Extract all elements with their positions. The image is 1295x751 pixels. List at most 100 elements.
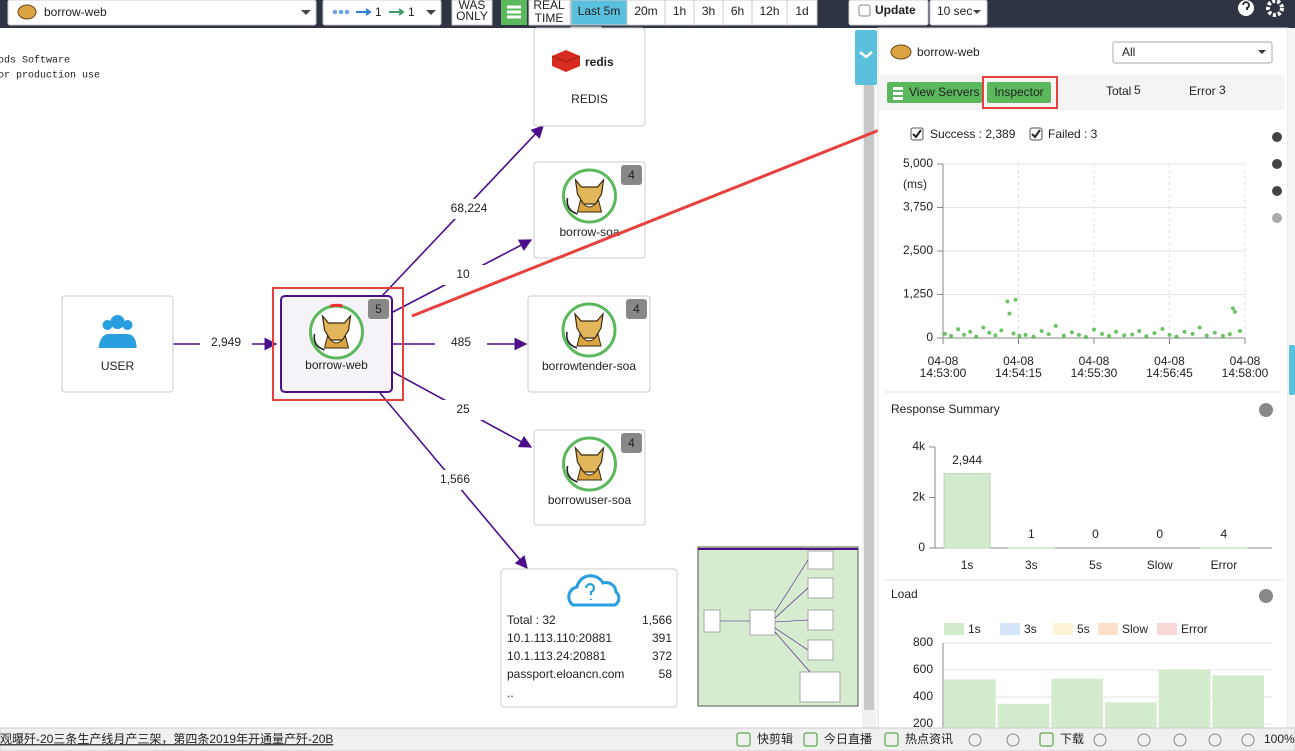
status-item[interactable]: 快剪辑 [757, 731, 793, 746]
badge [368, 299, 389, 319]
edge-label: 10 [456, 267, 470, 281]
value-label: 4 [1221, 527, 1228, 541]
status-tool-icon[interactable] [968, 733, 982, 747]
help-icon[interactable] [1259, 589, 1273, 603]
range-button[interactable] [570, 0, 628, 26]
status-item[interactable]: 下载 [1060, 732, 1084, 746]
scatter-point [1114, 329, 1119, 334]
redis-icon [552, 50, 580, 72]
scatter-point [1092, 327, 1096, 332]
panel-app-icon [890, 44, 912, 60]
range-button[interactable] [722, 0, 753, 26]
status-icon [884, 732, 899, 747]
update-checkbox[interactable] [858, 4, 871, 17]
scatter-point [1069, 330, 1074, 335]
status-tool-icon[interactable] [1137, 733, 1151, 747]
edge-label-bg [435, 333, 487, 353]
status-news[interactable]: 观曝歼-20三条生产线月产三架，第四条2019年开通量产歼-20B [0, 732, 333, 746]
unknown-host: 10.1.113.110:20881 [507, 631, 612, 645]
y-tick-label: 0 [918, 540, 925, 554]
real-time[interactable] [528, 0, 571, 26]
error-value: 3 [1219, 83, 1226, 97]
scatter-point [1197, 325, 1202, 330]
help-icon[interactable] [1259, 403, 1273, 417]
y-tick-label: 800 [913, 635, 933, 649]
minimap-node [749, 609, 776, 636]
scatter-legend: Success : 2,389 [930, 127, 1016, 141]
map-scroll-thumb[interactable] [864, 80, 874, 710]
chart-tool-icon[interactable] [1272, 159, 1282, 169]
value-label: 2,944 [952, 453, 982, 467]
edge-label: 68,224 [451, 201, 488, 215]
panel-scroll-thumb[interactable] [1289, 345, 1295, 395]
inspector-button[interactable] [987, 82, 1051, 103]
status-tool-icon[interactable] [1006, 733, 1020, 747]
range-button[interactable] [693, 0, 724, 26]
scatter-point [1100, 331, 1105, 336]
caret [973, 10, 981, 14]
scatter-point [1076, 332, 1081, 337]
status-item[interactable]: 今日直播 [824, 731, 872, 746]
x-tick-label: 5s [1089, 558, 1102, 572]
error-label: Error [1189, 84, 1216, 98]
badge-text: 5 [375, 302, 382, 316]
status-tool-icon[interactable] [1208, 733, 1222, 747]
x-tick-label: 3s [1025, 558, 1038, 572]
was-only[interactable] [451, 0, 493, 26]
tomcat-tail [565, 331, 578, 349]
app-icon [17, 4, 37, 20]
status-item[interactable]: 热点资讯 [905, 732, 953, 746]
legend-swatch [1053, 623, 1073, 635]
x-tick-label: 04-08 [1079, 354, 1110, 368]
list-icon [507, 10, 521, 14]
status-tool-icon[interactable] [1093, 733, 1107, 747]
interval-select[interactable] [929, 0, 988, 26]
chart-tool-icon[interactable] [1272, 132, 1282, 142]
range-button[interactable] [786, 0, 818, 26]
x-tick-label: 04-08 [928, 354, 959, 368]
unknown-host: passport.eloancn.com [507, 667, 624, 681]
highlight-box [982, 76, 1058, 109]
dot [332, 9, 338, 15]
scatter-point [943, 331, 948, 336]
status-tool-icon[interactable] [1173, 733, 1187, 747]
scatter-point [1160, 326, 1165, 331]
x-tick-label: 04-08 [1003, 354, 1034, 368]
range-text: Last 5m [578, 4, 621, 18]
tomcat-tail [566, 465, 578, 483]
minimap-edge [774, 559, 809, 613]
scatter-point [1237, 329, 1242, 334]
filter-select[interactable] [322, 0, 442, 26]
status-tool-icon[interactable] [1241, 733, 1255, 747]
edge-label-bg [200, 333, 252, 353]
unknown-node[interactable] [500, 568, 678, 708]
minimap-node [807, 639, 834, 661]
caret [301, 10, 311, 15]
scatter-point [981, 325, 986, 330]
chart-tool-icon[interactable] [1272, 186, 1282, 196]
app-select[interactable] [7, 0, 317, 26]
list-icon [893, 97, 903, 100]
scatter-point [1013, 297, 1018, 302]
node-label: USER [101, 359, 135, 373]
filter-count: 1 [375, 5, 382, 19]
stacked-bar [944, 679, 996, 728]
chart-tool-icon[interactable] [1272, 213, 1282, 223]
y-tick-label: 5,000 [903, 156, 933, 170]
range-text: 6h [731, 4, 744, 18]
value-label: 1 [1028, 527, 1035, 541]
view-servers-button[interactable] [887, 82, 982, 103]
arrow-icon [389, 8, 405, 16]
panel-filter[interactable] [1112, 41, 1273, 64]
unknown-more: .. [507, 686, 514, 700]
range-button[interactable] [626, 0, 666, 26]
scatter-point [1023, 332, 1028, 337]
scatter-point [1005, 299, 1010, 304]
scatter-point [1137, 329, 1142, 334]
app-name: borrow-web [44, 5, 107, 19]
range-button[interactable] [664, 0, 695, 26]
badge-text: 4 [628, 168, 635, 182]
node-box[interactable] [533, 27, 646, 127]
settings-icon[interactable] [1266, 0, 1284, 17]
x-tick-label: 1s [961, 558, 974, 572]
